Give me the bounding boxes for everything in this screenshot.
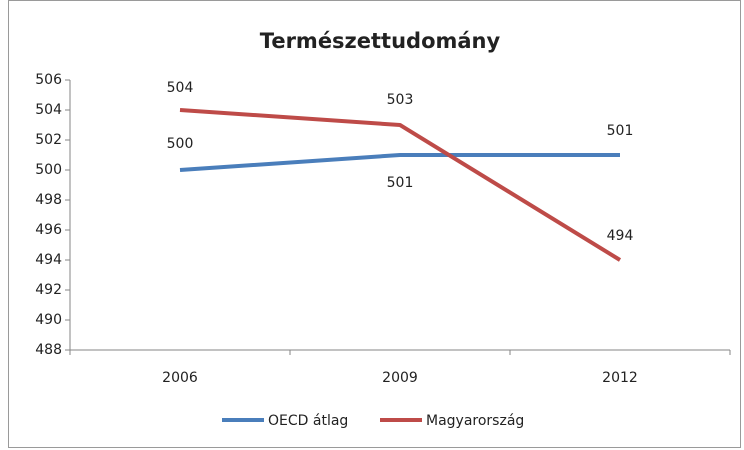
y-tick-label: 488 [35, 342, 62, 358]
y-tick-label: 496 [35, 222, 62, 238]
chart-title: Természettudomány [260, 29, 501, 53]
y-tick-label: 490 [35, 312, 62, 328]
x-tick-label: 2012 [602, 370, 638, 386]
y-tick-label: 492 [35, 282, 62, 298]
data-label: 494 [607, 228, 634, 244]
data-label: 501 [387, 175, 414, 191]
data-label: 501 [607, 123, 634, 139]
x-tick-label: 2006 [162, 370, 198, 386]
data-label: 504 [167, 80, 194, 96]
legend-label: OECD átlag [268, 413, 348, 429]
x-tick-label: 2009 [382, 370, 418, 386]
data-label: 503 [387, 92, 414, 108]
chart-frame [8, 0, 741, 448]
series-line [179, 153, 620, 172]
y-tick-label: 498 [35, 192, 62, 208]
y-tick-label: 494 [35, 252, 62, 268]
legend-label: Magyarország [426, 413, 524, 429]
y-tick-label: 502 [35, 132, 62, 148]
series-line [179, 108, 622, 262]
y-tick-label: 506 [35, 72, 62, 88]
data-label: 500 [167, 136, 194, 152]
y-tick-label: 500 [35, 162, 62, 178]
y-tick-label: 504 [35, 102, 62, 118]
